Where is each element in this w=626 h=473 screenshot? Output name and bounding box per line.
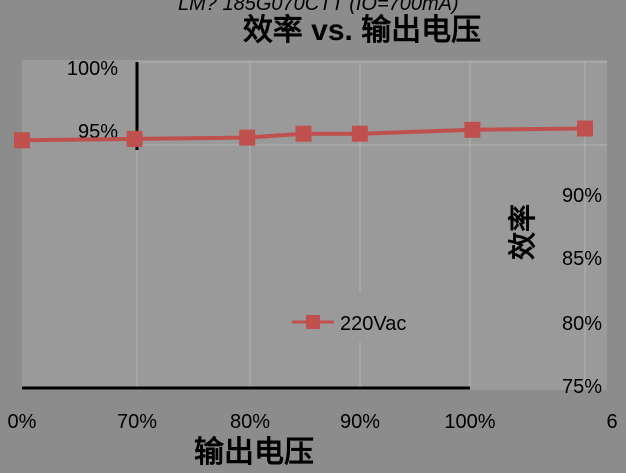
legend-label: 220Vac [340,313,406,335]
y-left-tick-label: 100% [67,58,118,80]
legend-marker [306,315,320,329]
y-right-tick-label: 85% [562,248,602,270]
x-tick-label: 70% [117,411,157,433]
x-axis-label: 输出电压 [194,436,314,469]
y-right-tick-label: 80% [562,313,602,335]
x-tick-label: 0% [8,411,37,433]
legend-box [340,292,458,342]
data-point [577,120,593,137]
chart-title: 效率 vs. 输出电压 [243,14,481,47]
data-series [14,120,593,149]
x-tick-label: 90% [340,411,380,433]
data-point [126,130,143,147]
plot-area [22,60,607,390]
data-point [464,121,481,138]
data-point [351,125,368,142]
x-tick-label: 100% [444,411,495,433]
x-tick-label: 80% [230,411,270,433]
y-right-tick-label: 75% [562,376,602,398]
y-axis-label: 效率 [506,204,538,260]
data-point [14,132,30,149]
x-tick-label: 6 [606,411,617,433]
data-point [295,125,312,142]
data-point [239,129,256,146]
y-right-tick-label: 90% [562,185,602,207]
top-caption: LM? 185G070CTT (IO=700mA) [178,0,459,15]
